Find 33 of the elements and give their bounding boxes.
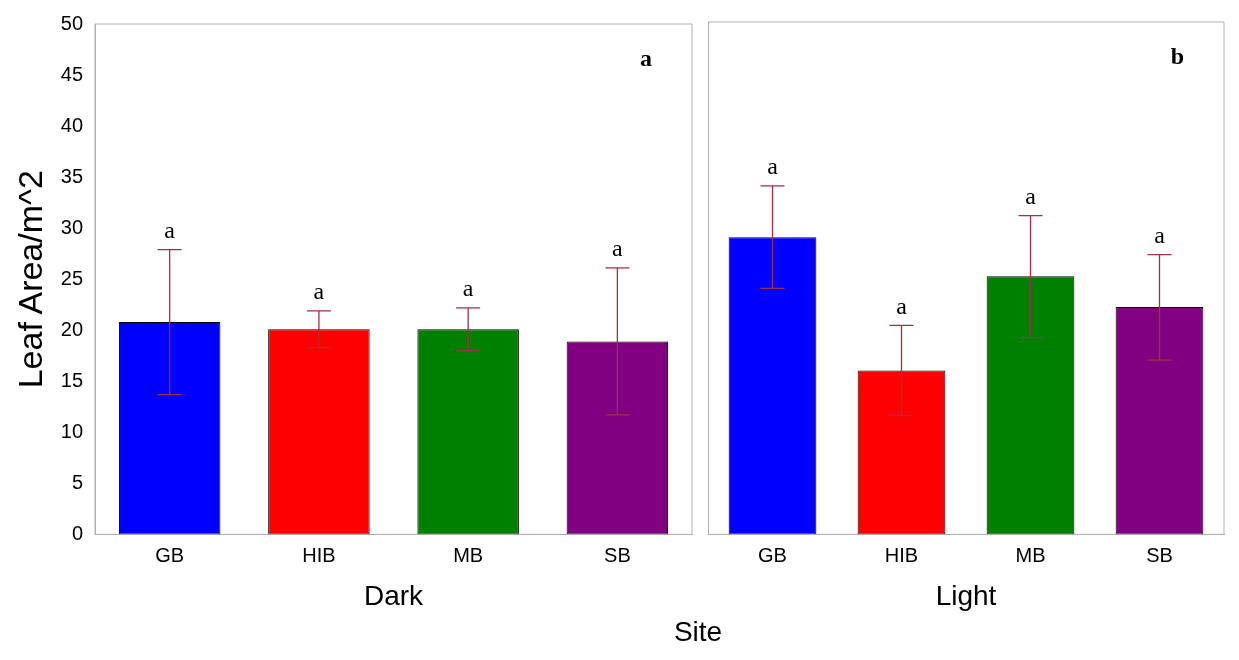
x-axis-title: Light: [935, 579, 997, 611]
y-tick-label: 0: [71, 521, 84, 544]
annotation: b: [1170, 43, 1184, 70]
text: Site: [672, 616, 724, 648]
x-tick-label: SB: [1146, 543, 1173, 566]
x-axis-title: Dark: [363, 579, 425, 611]
x-tick-label: HIB: [884, 543, 919, 566]
annotation: a: [164, 216, 176, 243]
annotation: a: [1025, 182, 1037, 209]
x-tick-label: MB: [453, 543, 484, 566]
y-tick-label: 20: [60, 317, 84, 340]
annotation: a: [1154, 221, 1166, 248]
annotation: a: [896, 292, 908, 319]
x-tick-label: GB: [758, 543, 787, 566]
annotation: a: [767, 153, 779, 180]
y-axis-title: Leaf Area/m^2: [10, 170, 49, 389]
annotation: a: [462, 275, 474, 302]
y-tick-label: 25: [60, 266, 84, 289]
x-tick-label: GB: [155, 543, 185, 566]
y-tick-label: 15: [60, 368, 84, 391]
y-tick-label: 35: [60, 164, 84, 187]
y-tick-label: 40: [60, 113, 84, 136]
x-tick-label: MB: [1015, 543, 1046, 566]
y-tick-label: 5: [71, 470, 84, 493]
x-tick-label: HIB: [302, 543, 336, 566]
x-tick-label: SB: [604, 543, 631, 566]
y-tick-label: 50: [60, 11, 84, 34]
y-tick-label: 30: [60, 215, 84, 238]
y-tick-label: 45: [60, 62, 84, 85]
y-tick-label: 10: [60, 419, 84, 442]
annotation: a: [640, 45, 652, 72]
annotation: a: [612, 235, 624, 262]
annotation: a: [313, 278, 325, 305]
